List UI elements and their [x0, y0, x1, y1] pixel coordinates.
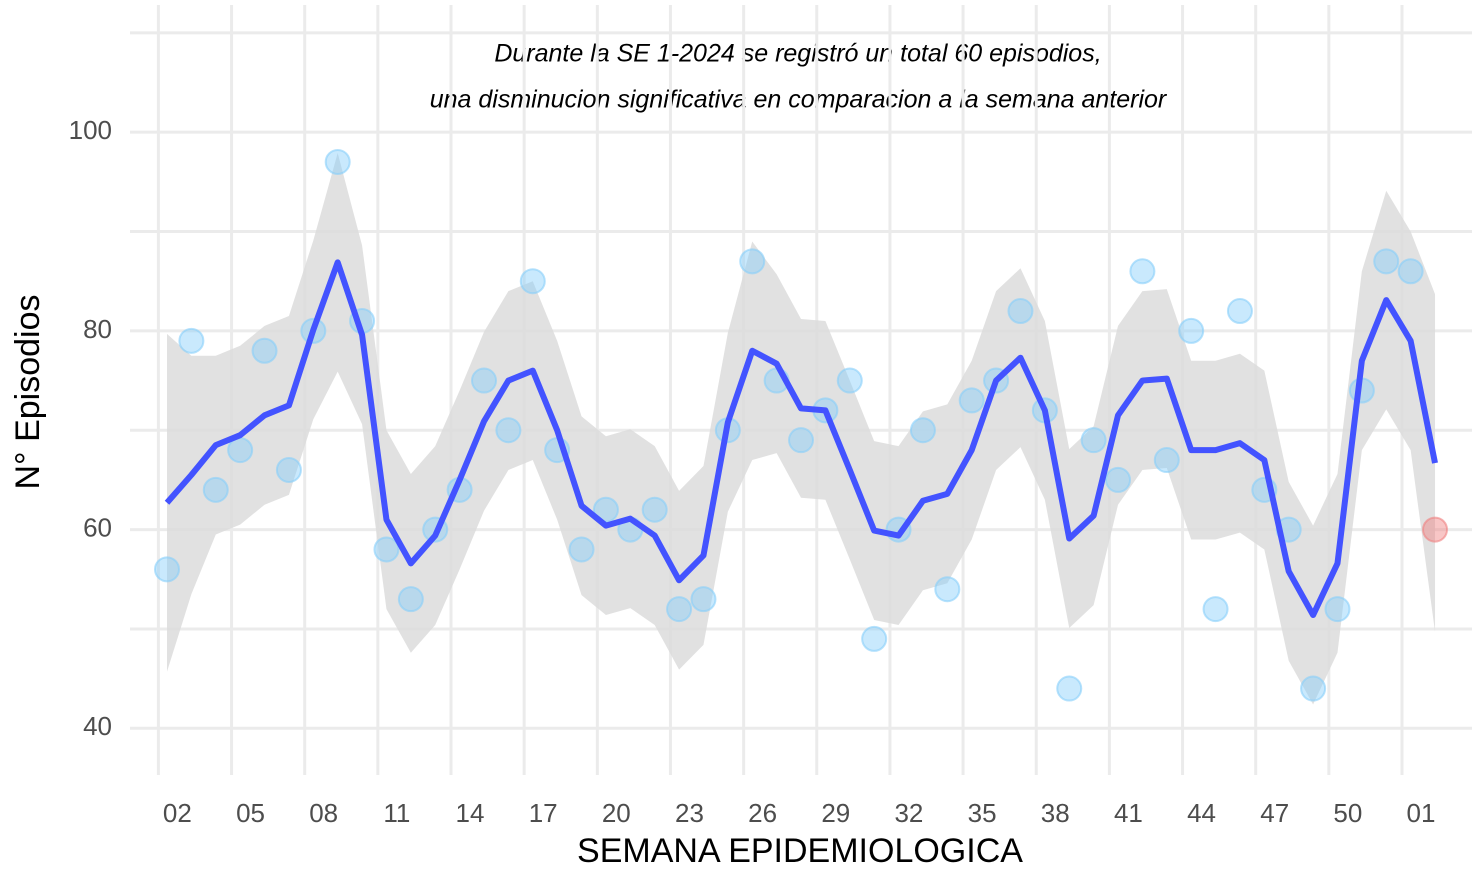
data-point [324, 148, 351, 175]
data-point [1056, 675, 1083, 702]
data-point [1373, 248, 1400, 275]
data-point [154, 556, 180, 583]
y-tick-label: 100 [69, 115, 112, 145]
x-tick-label: 50 [1333, 798, 1362, 828]
y-tick-label: 40 [83, 711, 112, 741]
data-point [178, 327, 205, 354]
plot-layer: 40 60 80 100 02 05 08 11 14 17 20 23 26 29 32 35 38 41 44 4… [69, 5, 1472, 828]
y-axis-title: N° Episodios [9, 294, 47, 489]
data-point [251, 337, 278, 364]
y-tick-label: 80 [83, 314, 112, 344]
x-tick-label: 02 [163, 798, 192, 828]
x-tick-label: 23 [675, 798, 704, 828]
data-point [1153, 447, 1180, 474]
data-point [1105, 466, 1132, 493]
data-point [1007, 298, 1034, 325]
data-point [495, 417, 522, 444]
data-point [1129, 258, 1156, 285]
x-tick-label: 35 [968, 798, 997, 828]
x-tick-label: 11 [383, 798, 410, 828]
x-tick-label: 41 [1114, 798, 1143, 828]
x-tick-label: 17 [529, 798, 558, 828]
x-tick-label: 47 [1260, 798, 1289, 828]
data-point [666, 596, 693, 623]
x-tick-label: 26 [748, 798, 777, 828]
y-tick-label: 60 [83, 512, 112, 542]
data-point [202, 476, 229, 503]
data-point [1080, 427, 1107, 454]
data-point [934, 576, 961, 603]
data-point [1226, 298, 1253, 325]
data-point [909, 417, 936, 444]
x-tick-label: 14 [456, 798, 485, 828]
x-tick-label: 44 [1187, 798, 1216, 828]
data-point [568, 536, 595, 563]
x-tick-label: 05 [236, 798, 265, 828]
data-point [836, 367, 863, 394]
data-point [592, 496, 619, 523]
data-point [641, 496, 668, 523]
data-point [519, 268, 546, 295]
data-point [373, 536, 400, 563]
annotation: una disminucion significativa en compara… [430, 86, 1168, 114]
data-point [958, 387, 985, 414]
data-point [1422, 516, 1449, 543]
x-tick-label: 29 [821, 798, 850, 828]
annotation: Durante la SE 1-2024 se registró un tota… [494, 40, 1101, 68]
data-point [1324, 596, 1351, 623]
data-point [1397, 258, 1424, 285]
data-point [1300, 675, 1327, 702]
x-axis-title: SEMANA EPIDEMIOLOGICA [577, 832, 1023, 870]
data-point [397, 586, 424, 613]
smooth-line [164, 259, 1438, 619]
data-point [275, 456, 302, 483]
data-point [739, 248, 766, 275]
data-point [471, 367, 498, 394]
data-point [861, 625, 888, 652]
x-tick-label: 08 [309, 798, 338, 828]
x-tick-label: 01 [1407, 798, 1436, 828]
x-tick-label: 38 [1041, 798, 1070, 828]
data-point [1202, 596, 1229, 623]
data-point [690, 586, 717, 613]
data-point [788, 427, 815, 454]
x-tick-label: 20 [602, 798, 631, 828]
x-tick-label: 32 [894, 798, 923, 828]
data-point [1178, 317, 1205, 344]
